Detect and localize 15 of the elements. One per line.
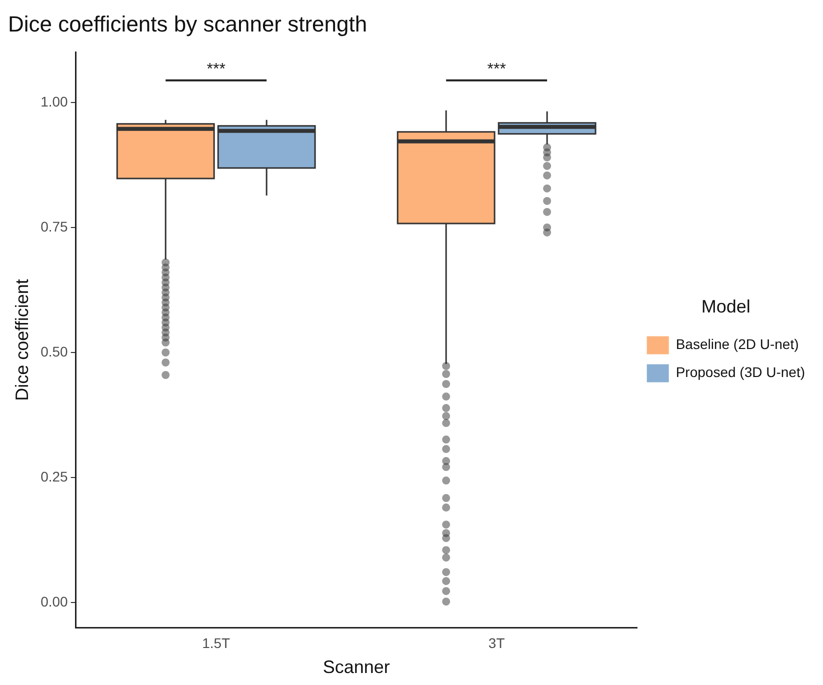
x-tick-label: 1.5T bbox=[202, 634, 231, 651]
legend-label: Baseline (2D U-net) bbox=[676, 336, 799, 352]
x-tick-label: 3T bbox=[488, 634, 506, 651]
annotation: *** bbox=[487, 60, 506, 78]
y-tick-label: 0.00 bbox=[40, 593, 68, 610]
y-tick-label: 0.25 bbox=[40, 468, 68, 484]
legend-title: Model bbox=[701, 296, 750, 317]
y-tick-label: 0.50 bbox=[40, 343, 68, 360]
y-tick-label: 0.75 bbox=[40, 218, 68, 234]
annotation: *** bbox=[206, 60, 226, 78]
legend-label: Proposed (3D U-net) bbox=[676, 364, 806, 380]
chart-title: Dice coefficients by scanner strength bbox=[8, 11, 368, 36]
y-axis-title: Dice coefficient bbox=[12, 279, 32, 401]
y-tick-label: 1.00 bbox=[40, 93, 68, 110]
x-axis-title: Scanner bbox=[322, 657, 390, 678]
